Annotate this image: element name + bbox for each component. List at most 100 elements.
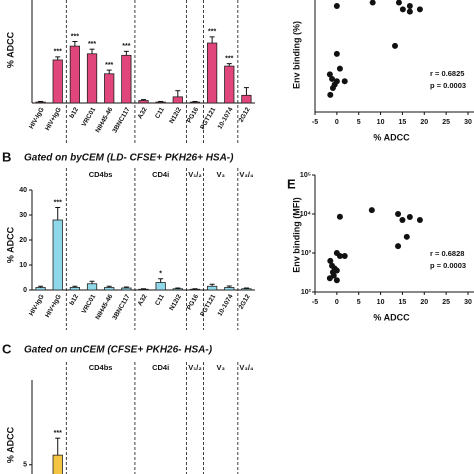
- group-label: V₁/₂: [188, 363, 202, 372]
- x-tick-label: 25: [442, 119, 450, 126]
- y-tick-label: 5: [23, 462, 27, 469]
- x-tick-label: 10: [377, 119, 385, 126]
- point: [391, 42, 398, 49]
- x-tick-label: VRC01: [81, 293, 98, 315]
- x-tick-label: 20: [420, 299, 428, 306]
- y-tick-label: 20: [19, 237, 27, 244]
- bar: [189, 101, 201, 104]
- x-tick-label: C11: [154, 106, 166, 120]
- point: [326, 275, 333, 282]
- y-tick-label: 10⁴: [300, 211, 312, 218]
- point: [416, 217, 423, 224]
- bar: [172, 288, 183, 291]
- y-tick-label: 40: [19, 187, 27, 194]
- bar: [104, 73, 115, 104]
- x-tick-label: b12: [68, 106, 80, 120]
- bar: [86, 283, 98, 291]
- x-tick-label: HIV-IgG: [28, 293, 46, 317]
- x-tick-label: 5: [357, 119, 361, 126]
- x-tick-label: 15: [399, 119, 407, 126]
- group-label: V₃/₄: [239, 170, 254, 179]
- x-tick-label: A32: [137, 106, 149, 120]
- bar: [69, 287, 81, 291]
- bar: [121, 287, 132, 291]
- panel-letter: B: [2, 149, 11, 164]
- x-tick-label: PGT121: [199, 293, 217, 318]
- point: [336, 65, 343, 72]
- point: [403, 233, 410, 240]
- bar: [241, 94, 252, 104]
- stat: r = 0.6825: [430, 69, 464, 78]
- y-axis-label: % ADCC: [5, 31, 15, 68]
- x-tick-label: C11: [154, 293, 166, 307]
- significance: ***: [225, 55, 233, 62]
- point: [333, 2, 340, 9]
- y-tick-label: 10³: [301, 250, 312, 257]
- x-tick-label: b12: [68, 293, 80, 307]
- point: [369, 0, 376, 6]
- bar: [155, 101, 166, 104]
- y-tick-label: 10⁵: [300, 172, 311, 179]
- group-label: V₃: [216, 170, 225, 179]
- bar: [172, 96, 183, 104]
- point: [329, 75, 336, 82]
- x-tick-label: N12i2: [168, 293, 183, 312]
- significance: ***: [54, 430, 62, 437]
- bar: [206, 42, 218, 104]
- point: [326, 71, 333, 78]
- bar: [104, 287, 115, 291]
- y-tick-label: 10: [19, 262, 27, 269]
- x-tick-label: PG16: [186, 106, 201, 124]
- significance: ***: [71, 33, 79, 40]
- group-label: V₃: [216, 363, 225, 372]
- y-tick-label: 30: [19, 212, 27, 219]
- x-tick-label: -5: [312, 119, 318, 126]
- bar: [52, 454, 63, 474]
- point: [399, 217, 406, 224]
- group-label: V₁/₂: [188, 170, 202, 179]
- point: [395, 211, 402, 217]
- x-tick-label: 0: [335, 119, 339, 126]
- y-axis-label: Env binding (MFI): [291, 197, 301, 273]
- x-tick-label: PG16: [186, 293, 201, 311]
- bar: [224, 287, 235, 291]
- bar: [138, 288, 149, 291]
- y-axis-label: % ADCC: [5, 226, 15, 263]
- x-tick-label: 2G12: [238, 106, 252, 124]
- point: [333, 78, 340, 85]
- bar: [189, 288, 201, 291]
- point: [416, 6, 423, 13]
- x-tick-label: 10-1074: [216, 293, 234, 317]
- stat: p = 0.0003: [430, 81, 466, 90]
- point: [336, 213, 343, 220]
- x-tick-label: 3BNC117: [111, 106, 131, 134]
- panel-letter: C: [2, 341, 12, 356]
- x-tick-label: 10-1074: [216, 106, 234, 130]
- point: [399, 6, 406, 13]
- significance: ***: [105, 62, 113, 69]
- significance: ***: [54, 49, 62, 56]
- point: [406, 8, 413, 15]
- significance: ***: [122, 43, 130, 50]
- x-tick-label: HIV+IgG: [44, 293, 63, 319]
- y-axis-label: % ADCC: [5, 426, 15, 463]
- group-label: CD4bs: [89, 363, 113, 372]
- bar: [35, 287, 46, 291]
- bar: [224, 65, 235, 104]
- group-label: CD4i: [152, 363, 169, 372]
- panel-title: Gated on byCEM (LD- CFSE+ PKH26+ HSA-): [24, 153, 234, 164]
- point: [333, 250, 340, 256]
- x-tick-label: HIV+IgG: [44, 106, 63, 132]
- x-tick-label: 2G12: [238, 293, 252, 311]
- point: [333, 277, 340, 284]
- x-tick-label: HIV-IgG: [28, 106, 46, 130]
- bar: [69, 45, 81, 104]
- significance: ***: [54, 199, 62, 206]
- bar: [86, 53, 98, 104]
- point: [333, 267, 340, 274]
- bar: [121, 54, 132, 104]
- bar: [155, 282, 166, 291]
- point: [341, 252, 348, 259]
- x-tick-label: 25: [442, 299, 450, 306]
- bar: [35, 101, 46, 104]
